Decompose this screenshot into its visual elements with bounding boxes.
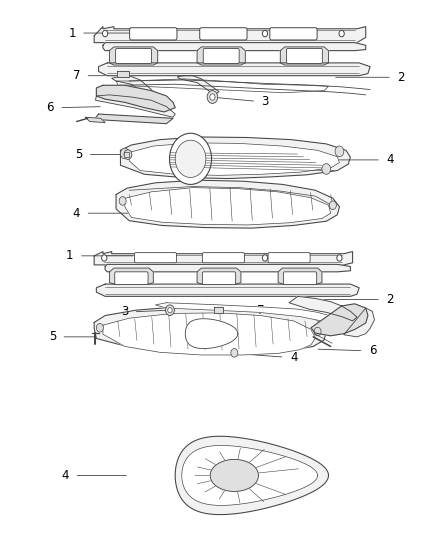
Polygon shape [129,143,339,175]
Polygon shape [96,284,359,296]
Circle shape [335,146,344,157]
Polygon shape [289,296,357,321]
Circle shape [262,255,268,261]
Polygon shape [94,252,353,265]
Text: 6: 6 [46,101,54,114]
Polygon shape [110,268,153,284]
Polygon shape [311,304,368,336]
Circle shape [120,148,129,159]
Polygon shape [125,188,331,225]
Text: 3: 3 [121,305,128,318]
Circle shape [339,30,344,37]
Polygon shape [197,268,241,284]
Polygon shape [116,180,339,228]
FancyBboxPatch shape [130,28,177,40]
Polygon shape [103,313,315,355]
FancyBboxPatch shape [202,272,236,285]
Text: 6: 6 [369,344,376,357]
Circle shape [322,164,331,174]
Text: 4: 4 [73,207,80,220]
Polygon shape [344,308,374,337]
Circle shape [262,30,268,37]
Circle shape [102,30,108,37]
Text: 1: 1 [68,27,76,39]
Circle shape [210,94,215,100]
Polygon shape [214,307,223,313]
Text: 4: 4 [290,351,297,364]
Polygon shape [112,76,158,99]
Circle shape [102,255,107,261]
Text: 5: 5 [75,148,82,161]
Circle shape [337,255,342,261]
FancyBboxPatch shape [270,28,317,40]
Polygon shape [278,268,322,284]
Text: 3: 3 [261,95,269,108]
Text: 5: 5 [49,330,56,343]
Polygon shape [185,319,238,349]
Polygon shape [117,71,129,77]
Text: 7: 7 [73,69,80,82]
FancyBboxPatch shape [283,272,317,285]
Polygon shape [116,79,328,93]
Polygon shape [94,306,326,353]
Polygon shape [175,437,328,514]
FancyBboxPatch shape [202,253,244,263]
Circle shape [170,133,212,184]
Polygon shape [85,117,105,123]
Polygon shape [280,47,328,65]
Polygon shape [177,76,219,95]
Polygon shape [95,95,175,117]
Polygon shape [103,43,366,51]
FancyBboxPatch shape [115,272,148,285]
Circle shape [314,327,321,336]
Circle shape [175,140,206,177]
Polygon shape [94,27,366,43]
Polygon shape [120,137,350,179]
Circle shape [207,91,218,103]
FancyBboxPatch shape [134,253,177,263]
Polygon shape [105,264,350,272]
Polygon shape [94,114,173,124]
Circle shape [166,305,174,316]
Text: 1: 1 [66,249,74,262]
FancyBboxPatch shape [200,28,247,40]
Text: 7: 7 [257,304,265,317]
Text: 4: 4 [62,469,69,482]
Text: 2: 2 [397,71,405,84]
Circle shape [231,349,238,357]
Polygon shape [210,459,258,491]
Polygon shape [96,85,175,112]
Circle shape [329,201,336,209]
Polygon shape [197,47,245,65]
FancyBboxPatch shape [116,49,152,63]
FancyBboxPatch shape [203,49,239,63]
FancyBboxPatch shape [286,49,322,63]
Text: 2: 2 [386,293,394,306]
Polygon shape [124,152,129,157]
Circle shape [96,324,103,332]
Polygon shape [155,303,344,326]
Circle shape [124,150,132,159]
Polygon shape [182,446,318,505]
FancyBboxPatch shape [268,253,310,263]
Text: 4: 4 [386,154,394,166]
Circle shape [168,308,172,313]
Polygon shape [99,63,370,76]
Circle shape [119,197,126,205]
Polygon shape [110,47,158,65]
